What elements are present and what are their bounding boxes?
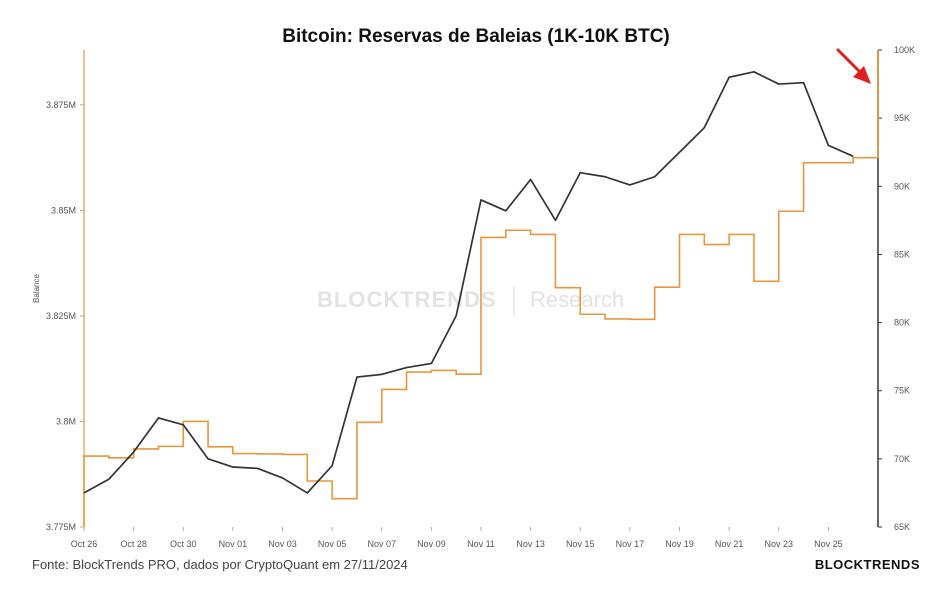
annotations xyxy=(836,48,871,84)
x-tick-label: Oct 28 xyxy=(120,539,147,549)
x-tick-label: Nov 07 xyxy=(367,539,396,549)
y-right-tick-label: 100K xyxy=(894,45,915,55)
y-left-tick-label: 3.85M xyxy=(51,205,76,215)
chart-title: Bitcoin: Reservas de Baleias (1K-10K BTC… xyxy=(282,26,670,47)
axes: 3.775M 3.8M 3.825M 3.85M 3.875M Balance 65K 70K… xyxy=(32,45,915,549)
x-tick-label: Nov 13 xyxy=(516,539,545,549)
y-right-tick-label: 70K xyxy=(894,454,910,464)
x-tick-label: Oct 30 xyxy=(170,539,197,549)
red-arrow-shaft xyxy=(836,48,863,75)
watermark-main: BLOCKTRENDS xyxy=(317,287,497,312)
y-left-axis-label: Balance xyxy=(32,274,41,303)
watermark: BLOCKTRENDS Research xyxy=(317,286,624,316)
x-tick-label: Oct 26 xyxy=(71,539,98,549)
y-left-tick-label: 3.825M xyxy=(46,311,76,321)
x-tick-label: Nov 19 xyxy=(665,539,694,549)
y-right-tick-label: 95K xyxy=(894,113,910,123)
source-note: Fonte: BlockTrends PRO, dados por Crypto… xyxy=(32,557,408,572)
y-right-tick-label: 80K xyxy=(894,318,910,328)
watermark-sub: Research xyxy=(530,287,624,312)
x-tick-label: Nov 25 xyxy=(814,539,843,549)
y-right-tick-label: 90K xyxy=(894,181,910,191)
x-tick-label: Nov 15 xyxy=(566,539,595,549)
x-tick-label: Nov 21 xyxy=(715,539,744,549)
balance-step-line xyxy=(83,50,879,527)
red-arrow-head xyxy=(853,66,871,84)
y-right-tick-label: 75K xyxy=(894,386,910,396)
x-tick-label: Nov 05 xyxy=(318,539,347,549)
x-tick-label: Nov 09 xyxy=(417,539,446,549)
y-left-tick-label: 3.875M xyxy=(46,100,76,110)
x-tick-label: Nov 11 xyxy=(467,539,495,549)
x-tick-label: Nov 03 xyxy=(268,539,297,549)
price-line xyxy=(83,70,854,494)
brand-logo: BLOCKTRENDS xyxy=(814,557,920,572)
x-tick-label: Nov 23 xyxy=(764,539,793,549)
y-right-tick-label: 65K xyxy=(894,522,910,532)
y-left-tick-label: 3.775M xyxy=(46,522,76,532)
y-right-tick-label: 85K xyxy=(894,249,910,259)
y-left-tick-label: 3.8M xyxy=(56,416,76,426)
x-tick-label: Nov 01 xyxy=(219,539,248,549)
series xyxy=(83,49,879,527)
x-tick-label: Nov 17 xyxy=(616,539,645,549)
